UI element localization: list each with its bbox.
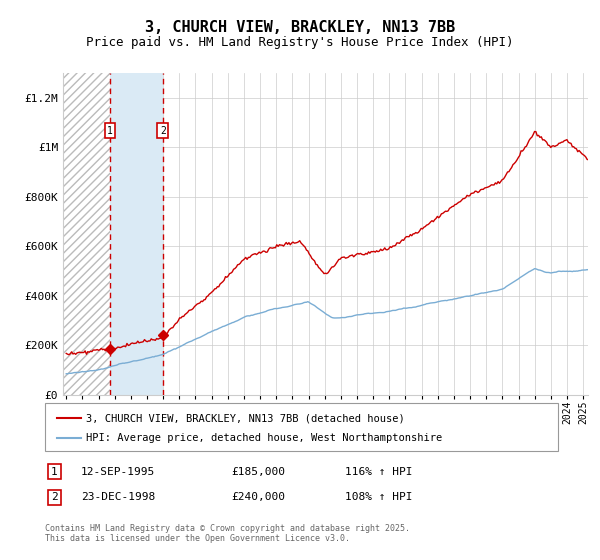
Text: 1: 1: [51, 466, 58, 477]
Text: Price paid vs. HM Land Registry's House Price Index (HPI): Price paid vs. HM Land Registry's House …: [86, 36, 514, 49]
Text: 2: 2: [160, 126, 166, 136]
Text: £240,000: £240,000: [231, 492, 285, 502]
Text: 2: 2: [51, 492, 58, 502]
Bar: [63, 73, 110, 395]
Text: Contains HM Land Registry data © Crown copyright and database right 2025.
This d: Contains HM Land Registry data © Crown c…: [45, 524, 410, 543]
Text: 12-SEP-1995: 12-SEP-1995: [81, 466, 155, 477]
Text: 3, CHURCH VIEW, BRACKLEY, NN13 7BB (detached house): 3, CHURCH VIEW, BRACKLEY, NN13 7BB (deta…: [86, 413, 404, 423]
Text: 3, CHURCH VIEW, BRACKLEY, NN13 7BB: 3, CHURCH VIEW, BRACKLEY, NN13 7BB: [145, 20, 455, 35]
Bar: [110, 73, 163, 395]
Text: HPI: Average price, detached house, West Northamptonshire: HPI: Average price, detached house, West…: [86, 433, 442, 443]
Text: £185,000: £185,000: [231, 466, 285, 477]
Text: 23-DEC-1998: 23-DEC-1998: [81, 492, 155, 502]
Text: 1: 1: [107, 126, 113, 136]
Text: 116% ↑ HPI: 116% ↑ HPI: [345, 466, 413, 477]
Text: 108% ↑ HPI: 108% ↑ HPI: [345, 492, 413, 502]
